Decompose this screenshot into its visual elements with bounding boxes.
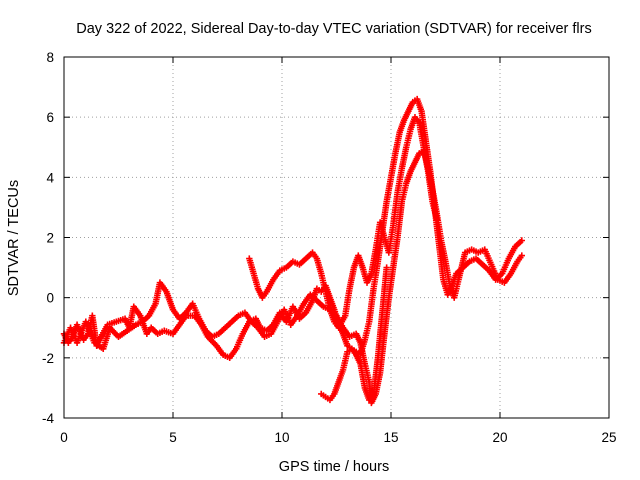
y-tick-label: 8 xyxy=(46,50,54,65)
chart-title: Day 322 of 2022, Sidereal Day-to-day VTE… xyxy=(76,21,591,37)
x-tick-label: 20 xyxy=(492,430,507,445)
grid xyxy=(64,57,609,418)
y-tick-label: 4 xyxy=(46,170,54,185)
series-flrs-track-c xyxy=(246,113,440,331)
data-point xyxy=(518,237,525,244)
x-axis-tick-labels: 0 5 10 15 20 25 xyxy=(60,430,616,445)
y-tick-label: 2 xyxy=(46,231,54,246)
data-point xyxy=(383,264,390,271)
x-tick-label: 0 xyxy=(60,430,68,445)
y-tick-label: 0 xyxy=(46,291,54,306)
y-axis-tick-labels: -4 -2 0 2 4 6 8 xyxy=(42,50,55,426)
y-tick-label: -4 xyxy=(42,411,54,426)
data-point xyxy=(518,252,525,259)
y-tick-label: -2 xyxy=(42,351,54,366)
data-point xyxy=(433,216,440,223)
x-tick-label: 25 xyxy=(601,430,616,445)
x-tick-label: 5 xyxy=(169,430,177,445)
series-flrs-track-d xyxy=(318,264,390,404)
x-tick-label: 15 xyxy=(383,430,398,445)
x-tick-label: 10 xyxy=(274,430,289,445)
y-axis-label: SDTVAR / TECUs xyxy=(6,180,22,296)
data-series xyxy=(60,95,525,407)
y-tick-label: 6 xyxy=(46,110,54,125)
x-axis-label: GPS time / hours xyxy=(279,459,389,475)
plot-frame xyxy=(63,56,610,419)
